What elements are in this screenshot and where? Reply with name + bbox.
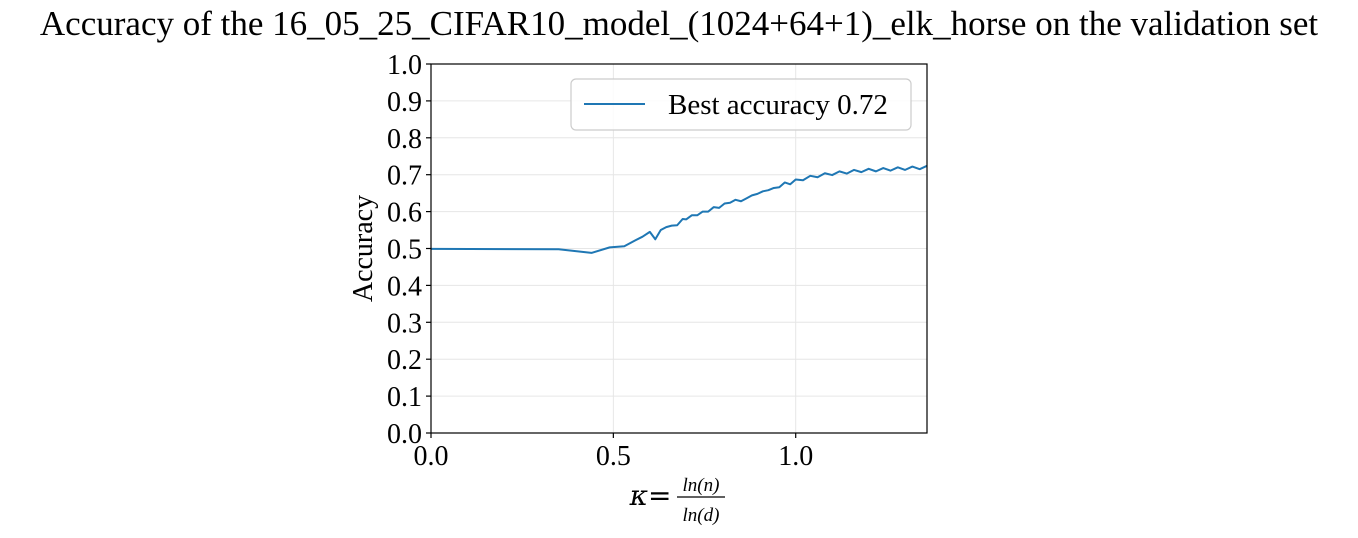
x-tick-label: 1.0 [778, 441, 813, 472]
y-tick-label: 0.6 [387, 198, 422, 229]
tick-labels: 0.0 0.1 0.2 0.3 0.4 0.5 0.6 0.7 0.8 0.9 1.0 0.0 0.5 1… [387, 50, 813, 472]
series-layer [430, 164, 928, 254]
x-tick-label: 0.0 [414, 441, 449, 472]
legend-entry-label: Best accuracy 0.72 [668, 89, 888, 121]
y-tick-label: 0.3 [387, 308, 422, 339]
legend: Best accuracy 0.72 [570, 78, 912, 131]
y-tick-label: 0.9 [387, 87, 422, 118]
y-tick-label: 0.8 [387, 124, 422, 155]
chart-title: Accuracy of the 16_05_25_CIFAR10_model_(… [39, 4, 1319, 43]
x-axis-label: κ = ln(n) ln(d) [629, 475, 725, 526]
x-axis-label-symbol: κ [629, 479, 648, 512]
x-axis-label-numerator: ln(n) [683, 475, 720, 496]
y-axis-label: Accuracy [348, 195, 379, 302]
y-tick-label: 0.1 [387, 382, 422, 413]
x-axis-label-denominator: ln(d) [683, 505, 720, 526]
y-tick-label: 0.2 [387, 345, 422, 376]
x-axis-label-equals: = [648, 479, 671, 512]
y-tick-label: 0.5 [387, 235, 422, 266]
tick-marks [426, 63, 797, 438]
y-tick-label: 1.0 [387, 50, 422, 81]
y-tick-label: 0.4 [387, 271, 422, 302]
legend-box [570, 78, 912, 131]
series-line [430, 164, 928, 254]
y-tick-label: 0.7 [387, 161, 422, 192]
y-tick-label: 0.0 [387, 419, 422, 450]
x-tick-label: 0.5 [596, 441, 631, 472]
